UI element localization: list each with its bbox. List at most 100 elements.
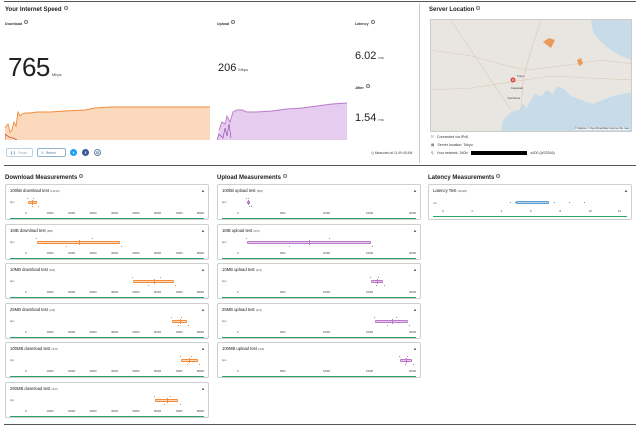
- twitter-share-icon[interactable]: t: [70, 149, 77, 156]
- download-test-card[interactable]: 100kB download test (10/10) ▲ bps 0 100M 200M…: [5, 184, 209, 220]
- download-baseline: [10, 297, 204, 298]
- download-point: [187, 364, 189, 365]
- upload-baseline: [222, 257, 416, 259]
- axis-tick-label: 50M: [280, 329, 286, 334]
- map-label-yokohama: Yokohama: [507, 96, 521, 100]
- download-test-title: 250MB download test (2/2): [10, 385, 58, 391]
- chevron-up-icon[interactable]: ▲: [413, 306, 417, 312]
- download-point: [153, 395, 155, 397]
- axis-tick-label: 600M: [154, 250, 161, 255]
- ocean-water: [591, 20, 631, 60]
- latency-test-card[interactable]: Latency Test (20/20) ▲ ms 0 2 4 6 8 10 12: [428, 184, 632, 220]
- axis-tick-label: 0: [25, 329, 27, 334]
- info-icon[interactable]: [496, 174, 501, 178]
- upload-test-card[interactable]: 1MB upload test (6/6) ▲ bps 0 50M 100M 150M 200…: [217, 223, 421, 260]
- pause-label: Pause: [17, 150, 28, 155]
- axis-tick-label: 0: [237, 211, 239, 215]
- latency-value: 6.02 ms: [355, 50, 384, 62]
- upload-point: [370, 277, 372, 278]
- download-speed-value: 765 Mbps: [8, 52, 62, 82]
- upload-point: [250, 206, 252, 207]
- download-test-card[interactable]: 100MB download test (3/3) ▲ bps 0 100M 200M 30…: [5, 342, 209, 378]
- server-map[interactable]: Tokyo Kawasaki Yokohama © Mapbox © OpenS…: [430, 19, 632, 132]
- upload-test-card[interactable]: 10MB upload test (4/4) ▲ bps 0 50M 100M 150M 20…: [217, 263, 421, 299]
- measured-time-text: ◷ Measured at 11:49:49 AM: [371, 151, 413, 155]
- upload-test-card[interactable]: 100kB upload test (8/8) ▲ bps 0 50M 100M 150M 2…: [217, 184, 421, 220]
- axis-tick-label: 0: [237, 329, 239, 334]
- axis-tick-label: 100M: [46, 369, 54, 373]
- axis-tick-label: 0: [25, 211, 27, 215]
- chevron-up-icon[interactable]: ▲: [624, 188, 628, 193]
- download-point: [171, 316, 173, 318]
- download-measurements-title: Download Measurements: [5, 174, 84, 181]
- axis-tick-label: 10: [588, 209, 592, 213]
- upload-point: [245, 198, 247, 199]
- axis-tick-label: 2: [471, 209, 473, 213]
- download-point: [181, 316, 183, 318]
- pause-icon: ❚❚: [10, 150, 16, 155]
- chevron-up-icon[interactable]: ▲: [201, 306, 205, 312]
- upload-line: [218, 102, 347, 131]
- axis-tick-label: 150M: [366, 250, 373, 255]
- pause-button[interactable]: ❚❚ Pause: [6, 148, 33, 157]
- axis-tick-label: 200M: [68, 369, 75, 373]
- axis-tick-label: 300M: [89, 250, 97, 255]
- location-pin-icon: ⚲: [431, 151, 434, 155]
- axis-tick-label: 100M: [323, 369, 330, 373]
- upload-test-card[interactable]: 25MB upload test (4/4) ▲ bps 0 50M 100M 150M 20…: [217, 302, 421, 339]
- info-icon[interactable]: [365, 84, 370, 88]
- facebook-share-icon[interactable]: f: [82, 149, 89, 156]
- axis-tick-label: 500M: [132, 329, 140, 334]
- download-median-mark: [153, 279, 155, 284]
- chevron-up-icon[interactable]: ▲: [413, 346, 417, 351]
- map-credit[interactable]: © Mapbox © OpenStreetMap Improve this ma…: [574, 127, 629, 130]
- chevron-up-icon[interactable]: ▲: [201, 227, 205, 233]
- chevron-up-icon[interactable]: ▲: [413, 227, 417, 233]
- upload-baseline: [222, 376, 416, 377]
- clock-icon: ◷: [371, 151, 374, 155]
- download-test-card[interactable]: 1MB download test (8/8) ▲ bps 0 100M 200M 300M…: [5, 223, 209, 260]
- download-range-bar: [180, 359, 198, 362]
- info-icon[interactable]: [79, 174, 84, 178]
- chevron-up-icon[interactable]: ▲: [201, 385, 205, 391]
- upload-test-title: 1MB upload test (6/6): [222, 227, 260, 233]
- chevron-up-icon[interactable]: ▲: [201, 267, 205, 272]
- download-baseline: [10, 376, 204, 377]
- info-icon[interactable]: [283, 174, 288, 178]
- retest-button[interactable]: ↻ Retest: [37, 148, 66, 157]
- download-median-mark: [166, 397, 168, 403]
- download-test-card[interactable]: 10MB download test (6/6) ▲ bps 0 100M 200M 300…: [5, 263, 209, 299]
- download-test-card[interactable]: 250MB download test (2/2) ▲ bps 0 100M 200M 30…: [5, 381, 209, 418]
- chevron-up-icon[interactable]: ▲: [201, 188, 205, 193]
- upload-median-mark: [391, 318, 393, 324]
- settings-gear-icon[interactable]: ⚙: [94, 149, 101, 156]
- info-icon[interactable]: [476, 6, 481, 10]
- upload-range-bar: [246, 240, 372, 244]
- download-point: [27, 198, 28, 199]
- axis-tick-label: 400M: [111, 211, 118, 215]
- download-point: [179, 356, 181, 357]
- upload-point: [378, 277, 380, 278]
- info-icon[interactable]: [63, 6, 68, 10]
- upload-test-card[interactable]: 100MB upload test (3/3) ▲ bps 0 50M 100M 150M 2…: [217, 342, 421, 378]
- upload-point: [248, 206, 250, 207]
- axis-tick-label: 4: [500, 209, 503, 213]
- axis-tick-label: 200M: [409, 250, 416, 255]
- axis-tick-label: 50M: [280, 290, 286, 294]
- download-point: [198, 364, 200, 365]
- axis-tick-label: 100M: [323, 211, 330, 215]
- download-point: [147, 285, 149, 286]
- chevron-up-icon[interactable]: ▲: [413, 188, 417, 193]
- download-test-title: 100kB download test (10/10): [10, 188, 60, 193]
- upload-test-title: 25MB upload test (4/4): [222, 306, 262, 312]
- upload-speed-graph: [217, 102, 347, 140]
- axis-tick-label: 600M: [154, 290, 161, 294]
- chevron-up-icon[interactable]: ▲: [413, 267, 417, 272]
- download-point: [188, 324, 190, 326]
- chevron-up-icon[interactable]: ▲: [201, 346, 205, 351]
- axis-tick-label: 100M: [46, 329, 54, 334]
- info-icon[interactable]: [231, 20, 236, 24]
- download-test-card[interactable]: 25MB download test (4/4) ▲ bps 0 100M 200M 300…: [5, 302, 209, 339]
- info-icon[interactable]: [24, 20, 29, 24]
- info-icon[interactable]: [370, 20, 375, 24]
